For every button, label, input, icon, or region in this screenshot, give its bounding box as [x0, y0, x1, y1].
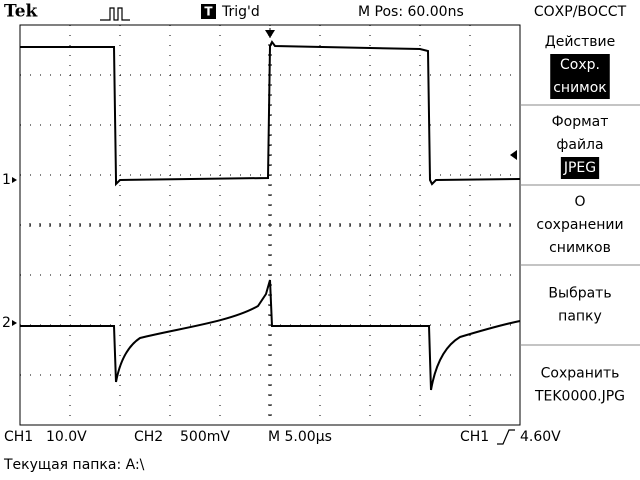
- menu-label: О: [574, 194, 585, 210]
- ch1-waveform: [20, 40, 521, 187]
- trigger-level-marker: [510, 150, 517, 160]
- side-menu: Действие Сохр. снимок Формат файла JPEG Осохра…: [520, 34, 640, 405]
- menu-label: снимков: [549, 240, 611, 256]
- ch2-label: CH2: [134, 429, 163, 445]
- ch2-marker: 2: [2, 315, 11, 331]
- menu-label: файла: [556, 137, 603, 153]
- ch2-scale: 500mV: [180, 429, 230, 445]
- trigger-source: CH1: [460, 429, 489, 445]
- trigger-level: 4.60V: [520, 429, 561, 445]
- timebase: M 5.00µs: [268, 429, 332, 445]
- horizontal-position: M Pos: 60.00ns: [358, 4, 464, 20]
- acquire-icon: [100, 7, 130, 21]
- menu-selection: [560, 157, 600, 179]
- menu-option: Сохр.: [560, 57, 600, 73]
- trigger-status: Trig'd: [221, 4, 260, 20]
- menu-option: снимок: [553, 80, 607, 96]
- ch1-marker-arrow: [12, 177, 17, 183]
- ch1-label: CH1: [4, 429, 33, 445]
- menu-label: Действие: [545, 34, 615, 50]
- ch2-waveform: [20, 279, 521, 391]
- ch1-marker: 1: [2, 172, 11, 188]
- brand: Tek: [4, 2, 39, 22]
- menu-label: TEK0000.JPG: [534, 389, 625, 405]
- menu-label: папку: [558, 309, 602, 325]
- trigger-icon: T: [204, 5, 213, 19]
- ch2-marker-arrow: [12, 320, 17, 326]
- menu-option: JPEG: [563, 160, 596, 176]
- menu-label: Сохранить: [541, 366, 620, 382]
- trigger-icon-box: [201, 4, 216, 19]
- menu-label: Формат: [552, 114, 609, 130]
- menu-label: сохранении: [536, 217, 623, 233]
- ch1-scale: 10.0V: [46, 429, 87, 445]
- menu-title: СОХР/ВОССТ: [534, 4, 627, 20]
- trigger-slope-icon: [497, 429, 515, 445]
- menu-selection: [550, 54, 610, 99]
- current-folder: Текущая папка: A:\: [3, 457, 145, 473]
- menu-label: Выбрать: [548, 286, 611, 302]
